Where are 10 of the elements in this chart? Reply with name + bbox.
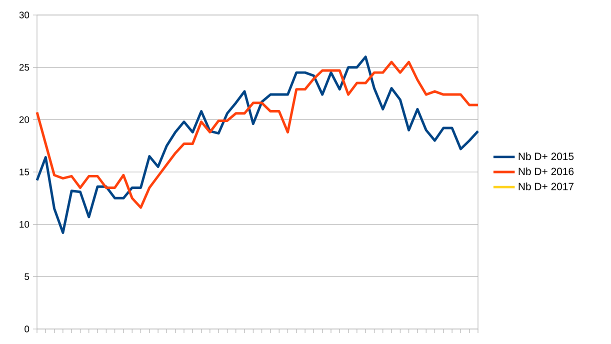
y-tick-label: 30 bbox=[19, 12, 30, 18]
legend-label: Nb D+ 2016 bbox=[518, 167, 574, 176]
y-tick-label: 25 bbox=[19, 64, 30, 71]
y-tick-label: 0 bbox=[24, 326, 30, 332]
legend-label: Nb D+ 2017 bbox=[518, 182, 574, 190]
y-tick-label: 15 bbox=[20, 168, 30, 176]
legend-label: Nb D+ 2015 bbox=[518, 152, 574, 160]
y-tick-label: 5 bbox=[24, 273, 30, 280]
y-tick-label: 10 bbox=[20, 220, 30, 228]
y-tick-label: 20 bbox=[19, 116, 30, 124]
